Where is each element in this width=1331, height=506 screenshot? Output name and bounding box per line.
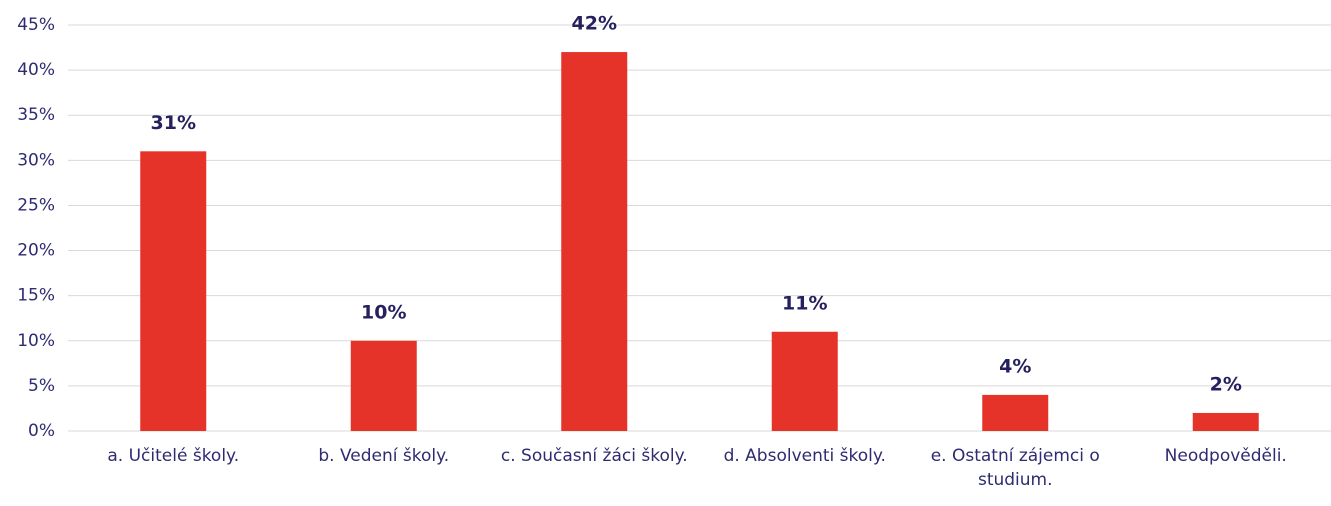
value-label: 42% [572,13,617,35]
x-tick-label: Neodpověděli. [1164,446,1287,466]
bar [140,151,207,432]
bar [561,52,628,432]
y-tick-label: 0% [28,421,55,441]
value-label: 2% [1210,373,1242,395]
value-label: 31% [151,112,196,134]
y-tick-label: 15% [17,286,55,306]
x-tick-label: a. Učitelé školy. [107,446,240,466]
y-tick-label: 35% [17,105,55,125]
y-tick-label: 20% [17,241,55,261]
y-tick-label: 30% [17,150,55,170]
y-tick-label: 25% [17,195,55,215]
y-tick-label: 45% [17,15,55,35]
x-tick-label: c. Současní žáci školy. [500,446,688,466]
y-tick-label: 5% [28,376,55,396]
x-tick-label: e. Ostatní zájemci o studium. [930,446,1100,490]
x-tick-label: d. Absolventi školy. [723,446,886,466]
bar [350,340,417,431]
bar [982,394,1049,431]
x-tick-label: b. Vedení školy. [318,446,450,466]
value-label: 4% [999,355,1031,377]
bar [1192,412,1259,431]
value-label: 10% [361,301,406,323]
bar [771,331,838,431]
value-label: 11% [782,292,827,314]
y-tick-label: 40% [17,60,55,80]
y-tick-label: 10% [17,331,55,351]
